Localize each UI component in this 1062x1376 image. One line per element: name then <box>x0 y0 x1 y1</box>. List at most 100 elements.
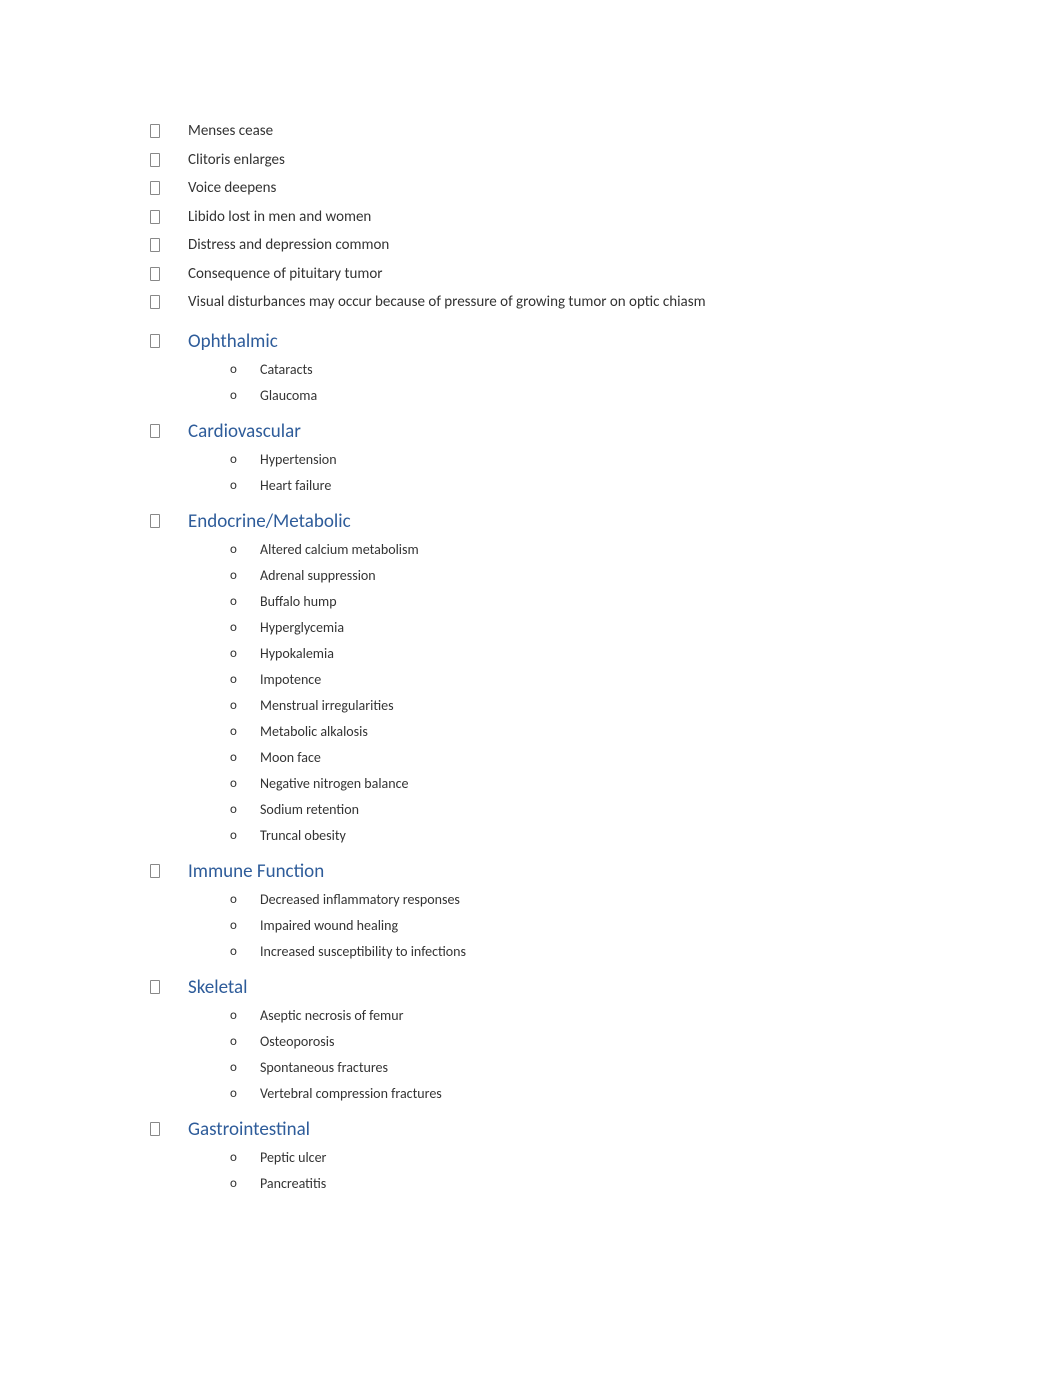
sub-item-text: Hypertension <box>260 449 337 470</box>
sub-item-text: Increased susceptibility to infections <box>260 941 466 962</box>
sub-item-text: Decreased inflammatory responses <box>260 889 460 910</box>
section-header: Skeletal <box>150 976 912 999</box>
circle-bullet-icon: o <box>230 476 240 496</box>
sub-list: oCataractsoGlaucoma <box>150 359 912 406</box>
bullet-icon <box>150 267 160 281</box>
sub-item-text: Aseptic necrosis of femur <box>260 1005 403 1026</box>
sub-item-text: Impotence <box>260 669 321 690</box>
circle-bullet-icon: o <box>230 450 240 470</box>
section: Skeletal o Aseptic necrosis of femur o Osteo… <box>150 976 912 1104</box>
sub-item-text: Moon face <box>260 747 321 768</box>
list-item-text: Visual disturbances may occur because of… <box>188 291 706 314</box>
sub-item-text: Sodium retention <box>260 799 359 820</box>
sub-list-item: o Decreased inflammatory responses <box>230 889 912 910</box>
bullet-icon <box>150 334 160 348</box>
section: Immune Function o Decreased inflammatory r… <box>150 860 912 962</box>
bullet-icon <box>150 424 160 438</box>
sub-list-item: o Peptic ulcer <box>230 1147 912 1168</box>
sub-item-text: Hypokalemia <box>260 643 334 664</box>
bullet-icon <box>150 864 160 878</box>
circle-bullet-icon: o <box>230 566 240 586</box>
circle-bullet-icon: o <box>230 826 240 846</box>
top-list-item: Visual disturbances may occur because of… <box>150 291 912 314</box>
sub-list-item: oBuffalo hump <box>230 591 912 612</box>
list-item-text: Menses cease <box>188 120 273 143</box>
sub-list-item: oCataracts <box>230 359 912 380</box>
circle-bullet-icon: o <box>230 540 240 560</box>
circle-bullet-icon: o <box>230 722 240 742</box>
section-title: Endocrine/Metabolic <box>188 510 351 533</box>
sub-list-item: o Hyperglycemia <box>230 617 912 638</box>
sub-item-text: Spontaneous fractures <box>260 1057 388 1078</box>
sub-list: o Hypertension oHeart failure <box>150 449 912 496</box>
circle-bullet-icon: o <box>230 748 240 768</box>
section-title: Immune Function <box>188 860 324 883</box>
top-list-item: Consequence of pituitary tumor <box>150 263 912 286</box>
list-item-text: Clitoris enlarges <box>188 149 285 172</box>
sections-container: OphthalmicoCataractsoGlaucomaCardiovascu… <box>150 330 912 1194</box>
section: OphthalmicoCataractsoGlaucoma <box>150 330 912 406</box>
sub-item-text: Altered calcium metabolism <box>260 539 419 560</box>
list-item-text: Voice deepens <box>188 177 276 200</box>
list-item-text: Consequence of pituitary tumor <box>188 263 383 286</box>
sub-list-item: oMenstrual irregularities <box>230 695 912 716</box>
section: Cardiovascular o Hypertension oHeart failur… <box>150 420 912 496</box>
bullet-icon <box>150 124 160 138</box>
section-header: Immune Function <box>150 860 912 883</box>
sub-list: o Decreased inflammatory responses o Impair… <box>150 889 912 962</box>
sub-item-text: Hyperglycemia <box>260 617 344 638</box>
bullet-icon <box>150 181 160 195</box>
section-header: Ophthalmic <box>150 330 912 353</box>
sub-list-item: o Increased susceptibility to infections <box>230 941 912 962</box>
circle-bullet-icon: o <box>230 1032 240 1052</box>
circle-bullet-icon: o <box>230 360 240 380</box>
section: GastrointestinaloPeptic ulceroPancreatit… <box>150 1118 912 1194</box>
sub-list-item: o Truncal obesity <box>230 825 912 846</box>
sub-list-item: o Hypertension <box>230 449 912 470</box>
section-header: Endocrine/Metabolic <box>150 510 912 533</box>
sub-list-item: o Glaucoma <box>230 385 912 406</box>
sub-list-item: oHeart failure <box>230 475 912 496</box>
bullet-icon <box>150 1122 160 1136</box>
sub-list-item: o Impotence <box>230 669 912 690</box>
sub-list-item: o Aseptic necrosis of femur <box>230 1005 912 1026</box>
circle-bullet-icon: o <box>230 890 240 910</box>
sub-list: oAseptic necrosis of femuroOsteoporosiso… <box>150 1005 912 1104</box>
circle-bullet-icon: o <box>230 1174 240 1194</box>
circle-bullet-icon: o <box>230 386 240 406</box>
circle-bullet-icon: o <box>230 592 240 612</box>
bullet-icon <box>150 295 160 309</box>
circle-bullet-icon: o <box>230 1006 240 1026</box>
circle-bullet-icon: o <box>230 800 240 820</box>
sub-item-text: Glaucoma <box>260 385 317 406</box>
circle-bullet-icon: o <box>230 1084 240 1104</box>
sub-list-item: o Pancreatitis <box>230 1173 912 1194</box>
section-header: Cardiovascular <box>150 420 912 443</box>
list-item-text: Distress and depression common <box>188 234 389 257</box>
top-list-item: Menses cease <box>150 120 912 143</box>
sub-item-text: Truncal obesity <box>260 825 346 846</box>
circle-bullet-icon: o <box>230 1148 240 1168</box>
list-item-text: Libido lost in men and women <box>188 206 371 229</box>
sub-list-item: oSpontaneous fractures <box>230 1057 912 1078</box>
section: Endocrine/Metabolic o Altered calcium meta… <box>150 510 912 846</box>
sub-list-item: o Sodium retention <box>230 799 912 820</box>
top-list-item: Libido lost in men and women <box>150 206 912 229</box>
section-title: Cardiovascular <box>188 420 301 443</box>
top-list-item: Clitoris enlarges <box>150 149 912 172</box>
bullet-icon <box>150 238 160 252</box>
sub-list-item: o Osteoporosis <box>230 1031 912 1052</box>
section-title: Ophthalmic <box>188 330 278 353</box>
sub-item-text: Peptic ulcer <box>260 1147 326 1168</box>
circle-bullet-icon: o <box>230 916 240 936</box>
sub-item-text: Metabolic alkalosis <box>260 721 368 742</box>
circle-bullet-icon: o <box>230 942 240 962</box>
sub-item-text: Osteoporosis <box>260 1031 334 1052</box>
sub-list: o Peptic ulcer o Pancreatitis <box>150 1147 912 1194</box>
circle-bullet-icon: o <box>230 618 240 638</box>
sub-item-text: Impaired wound healing <box>260 915 398 936</box>
sub-item-text: Pancreatitis <box>260 1173 326 1194</box>
top-list-item: Distress and depression common <box>150 234 912 257</box>
sub-list-item: oAdrenal suppression <box>230 565 912 586</box>
circle-bullet-icon: o <box>230 670 240 690</box>
